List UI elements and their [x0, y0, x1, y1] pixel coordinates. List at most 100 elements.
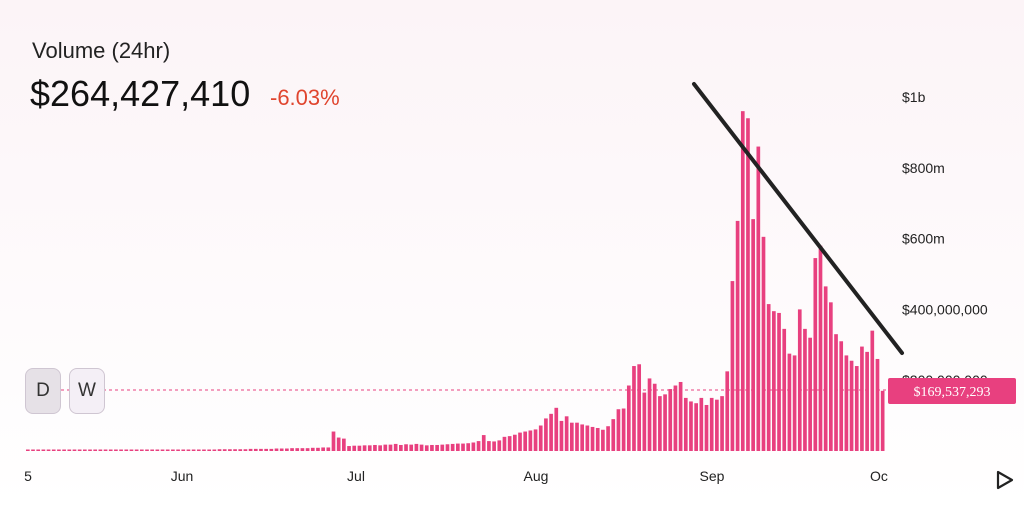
volume-bar: [129, 449, 134, 451]
volume-bar: [238, 449, 243, 451]
volume-bar: [139, 449, 144, 451]
volume-bar: [259, 448, 263, 451]
volume-bar: [746, 118, 750, 452]
volume-bar: [787, 353, 792, 451]
volume-bar: [518, 432, 522, 451]
volume-bar: [36, 449, 41, 451]
volume-bar: [621, 408, 626, 451]
volume-bar: [186, 449, 191, 451]
volume-bar: [46, 449, 51, 451]
day-button[interactable]: D: [25, 368, 61, 414]
volume-bar: [813, 258, 818, 451]
volume-bar: [466, 443, 471, 451]
volume-bar: [668, 389, 673, 451]
volume-bar: [476, 441, 481, 451]
volume-bar: [134, 449, 139, 451]
volume-bar: [585, 425, 590, 451]
volume-bar: [41, 449, 46, 451]
volume-bar: [93, 449, 98, 451]
volume-bar: [279, 448, 284, 451]
volume-bar: [171, 449, 175, 451]
volume-bar: [347, 446, 351, 451]
volume-bar: [782, 328, 787, 451]
volume-bar: [647, 378, 652, 451]
play-icon[interactable]: [995, 469, 1015, 491]
volume-bar: [248, 448, 253, 451]
volume-bar: [352, 445, 357, 451]
volume-bar: [699, 397, 704, 451]
volume-bar: [316, 447, 320, 451]
volume-bar: [471, 442, 476, 451]
volume-bar: [285, 448, 289, 451]
volume-bar: [305, 448, 310, 451]
volume-bar: [575, 422, 579, 451]
volume-bar: [98, 449, 103, 451]
volume-bar: [554, 407, 559, 451]
y-axis-ticks: $1b$800m$600m$400,000,000$200,000,000: [902, 89, 988, 388]
volume-bar: [626, 385, 631, 451]
x-tick-label: Sep: [700, 468, 725, 484]
volume-bar: [740, 111, 745, 451]
volume-bar: [155, 449, 160, 451]
volume-value: $264,427,410: [30, 73, 251, 114]
volume-bar: [404, 444, 408, 451]
volume-bar: [124, 449, 129, 451]
volume-bar: [694, 403, 698, 451]
volume-bar: [108, 449, 113, 451]
x-tick-label: Aug: [524, 468, 549, 484]
volume-bar: [264, 448, 268, 451]
bars-group: [26, 111, 885, 452]
volume-bar: [834, 334, 838, 451]
volume-bar: [51, 449, 56, 451]
volume-bar: [549, 413, 553, 451]
volume-bar: [82, 449, 87, 451]
volume-bar: [709, 397, 714, 451]
volume-bar: [310, 447, 315, 451]
volume-bar: [580, 424, 585, 451]
volume-bar: [388, 444, 393, 451]
volume-bar: [31, 449, 35, 451]
volume-bar: [849, 360, 854, 451]
volume-bar: [829, 302, 833, 451]
volume-bar: [725, 371, 730, 451]
volume-bar: [26, 449, 30, 451]
volume-bar: [492, 441, 496, 451]
volume-bar: [756, 146, 761, 451]
volume-bar: [243, 449, 248, 451]
volume-change: -6.03%: [270, 85, 340, 110]
volume-bar: [72, 449, 77, 451]
volume-bar: [295, 448, 300, 451]
week-button[interactable]: W: [69, 368, 105, 414]
volume-bar: [792, 355, 797, 451]
volume-bar: [590, 426, 595, 451]
current-value-badge: $169,537,293: [888, 378, 1016, 404]
volume-bar: [683, 397, 688, 451]
volume-bar: [393, 443, 398, 451]
x-axis-ticks: 5 Jun Jul Aug Sep Oc: [24, 468, 888, 484]
volume-bar: [860, 346, 864, 451]
volume-bar: [274, 448, 279, 451]
volume-bar: [212, 449, 217, 451]
volume-title: Volume (24hr): [32, 38, 171, 63]
volume-bar: [202, 449, 206, 451]
volume-bar: [632, 366, 636, 451]
volume-bar: [865, 351, 869, 451]
volume-bar: [409, 444, 414, 451]
volume-bar: [497, 440, 502, 451]
volume-bar: [342, 438, 346, 451]
volume-bar: [870, 330, 875, 451]
volume-bar: [704, 404, 709, 451]
volume-bar: [606, 426, 610, 451]
volume-bar: [797, 309, 802, 451]
volume-bar: [533, 429, 538, 451]
volume-bar: [253, 448, 258, 451]
volume-bar: [445, 444, 450, 451]
volume-bar: [678, 381, 683, 451]
volume-bar: [191, 449, 196, 451]
volume-bar: [766, 304, 771, 451]
volume-bar: [181, 449, 186, 451]
volume-bar: [637, 364, 642, 451]
volume-bar: [772, 311, 776, 451]
volume-bar: [150, 449, 155, 451]
